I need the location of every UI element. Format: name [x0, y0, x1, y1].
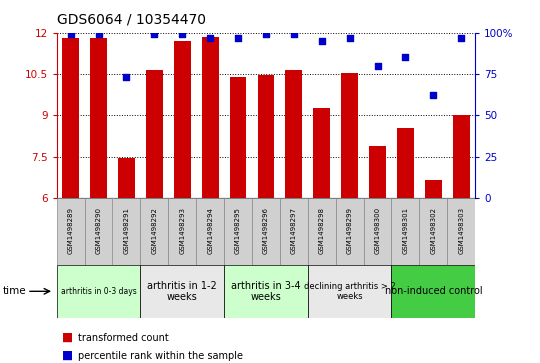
Point [150, 32, 159, 37]
Bar [313, 109, 330, 198]
Bar [258, 76, 274, 198]
Text: ■: ■ [62, 349, 73, 362]
Text: GSM1498292: GSM1498292 [151, 207, 157, 253]
Point [122, 74, 131, 80]
Text: non-induced control: non-induced control [384, 286, 482, 296]
Bar [57, 198, 85, 265]
Point [289, 32, 298, 37]
Text: declining arthritis > 2
weeks: declining arthritis > 2 weeks [304, 282, 395, 301]
Point [94, 32, 103, 37]
Text: transformed count: transformed count [78, 333, 169, 343]
Text: arthritis in 3-4
weeks: arthritis in 3-4 weeks [231, 281, 301, 302]
Bar [57, 265, 140, 318]
Bar [174, 41, 191, 198]
Text: GSM1498295: GSM1498295 [235, 207, 241, 253]
Point [234, 35, 242, 41]
Bar [85, 198, 112, 265]
Bar [196, 198, 224, 265]
Text: GSM1498293: GSM1498293 [179, 207, 185, 254]
Text: GDS6064 / 10354470: GDS6064 / 10354470 [57, 13, 206, 27]
Text: GSM1498294: GSM1498294 [207, 207, 213, 253]
Text: GSM1498301: GSM1498301 [402, 207, 408, 254]
Text: GSM1498297: GSM1498297 [291, 207, 297, 254]
Text: ■: ■ [62, 331, 73, 344]
Point [206, 35, 214, 41]
Text: arthritis in 1-2
weeks: arthritis in 1-2 weeks [147, 281, 217, 302]
Bar [146, 70, 163, 198]
Bar [447, 198, 475, 265]
Text: arthritis in 0-3 days: arthritis in 0-3 days [60, 287, 137, 296]
Text: GSM1498302: GSM1498302 [430, 207, 436, 254]
Point [318, 38, 326, 44]
Bar [286, 70, 302, 198]
Bar [341, 73, 358, 198]
Text: time: time [3, 286, 26, 296]
Text: GSM1498299: GSM1498299 [347, 207, 353, 254]
Bar [397, 128, 414, 198]
Text: GSM1498298: GSM1498298 [319, 207, 325, 254]
Bar [420, 198, 447, 265]
Bar [453, 115, 470, 198]
Point [429, 93, 437, 98]
Text: GSM1498300: GSM1498300 [375, 207, 381, 254]
Bar [308, 198, 336, 265]
Bar [202, 37, 219, 198]
Bar [230, 77, 246, 198]
Bar [392, 265, 475, 318]
Bar [308, 265, 392, 318]
Bar [168, 198, 196, 265]
Point [261, 32, 270, 37]
Point [457, 35, 465, 41]
Bar [140, 198, 168, 265]
Text: GSM1498290: GSM1498290 [96, 207, 102, 254]
Bar [62, 38, 79, 198]
Bar [90, 38, 107, 198]
Bar [112, 198, 140, 265]
Point [401, 54, 410, 60]
Point [373, 63, 382, 69]
Text: percentile rank within the sample: percentile rank within the sample [78, 351, 244, 361]
Bar [336, 198, 363, 265]
Bar [252, 198, 280, 265]
Text: GSM1498296: GSM1498296 [263, 207, 269, 254]
Text: GSM1498303: GSM1498303 [458, 207, 464, 254]
Bar [280, 198, 308, 265]
Bar [224, 198, 252, 265]
Bar [118, 158, 135, 198]
Text: GSM1498291: GSM1498291 [124, 207, 130, 254]
Point [66, 32, 75, 37]
Bar [369, 146, 386, 198]
Text: GSM1498289: GSM1498289 [68, 207, 73, 254]
Bar [425, 180, 442, 198]
Bar [392, 198, 420, 265]
Point [346, 35, 354, 41]
Bar [363, 198, 392, 265]
Point [178, 32, 187, 37]
Bar [140, 265, 224, 318]
Bar [224, 265, 308, 318]
